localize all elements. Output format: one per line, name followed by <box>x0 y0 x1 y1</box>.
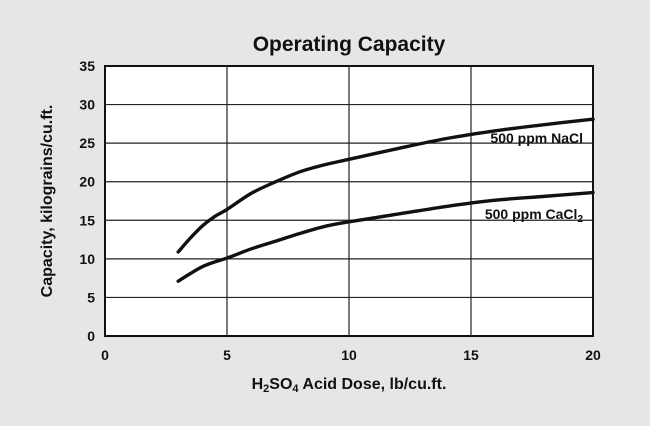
chart-title: Operating Capacity <box>253 33 446 56</box>
y-axis-label: Capacity, kilograins/cu.ft. <box>39 105 56 298</box>
x-axis-label: H2SO4 Acid Dose, lb/cu.ft. <box>252 376 447 395</box>
series-line-cacl2 <box>176 190 595 283</box>
y-tick-label: 10 <box>79 251 95 267</box>
y-tick-label: 30 <box>79 97 95 113</box>
y-tick-label: 20 <box>79 174 95 190</box>
x-axis-label-part: Acid Dose, lb/cu.ft. <box>299 376 447 393</box>
series-line-nacl <box>176 117 595 254</box>
series-label-text: 500 ppm NaCl <box>490 130 583 146</box>
x-axis-label-subscript: 2 <box>263 383 269 395</box>
x-tick-label: 10 <box>341 347 357 363</box>
x-tick-label: 5 <box>223 347 231 363</box>
series-label-cacl2: 500 ppm CaCl2 <box>485 206 584 225</box>
series-label-nacl: 500 ppm NaCl <box>490 130 583 146</box>
series-label-subscript: 2 <box>577 214 583 225</box>
x-tick-label: 20 <box>585 347 601 363</box>
x-axis-label-subscript: 4 <box>292 383 299 395</box>
tick-labels: 0 5 10 15 20 0 5 10 15 20 25 30 35 <box>79 58 601 363</box>
series-labels: 500 ppm NaCl 500 ppm CaCl2 <box>485 130 584 225</box>
y-tick-label: 5 <box>87 289 95 305</box>
x-axis-label-part: H <box>252 376 264 393</box>
y-tick-label: 35 <box>79 58 95 74</box>
x-axis-label-part: SO <box>269 376 292 393</box>
y-tick-label: 15 <box>79 212 95 228</box>
series-label-text: 500 ppm CaCl <box>485 206 578 222</box>
series-lines <box>176 117 595 283</box>
y-tick-label: 0 <box>87 328 95 344</box>
y-tick-label: 25 <box>79 135 95 151</box>
x-tick-label: 15 <box>463 347 479 363</box>
x-tick-label: 0 <box>101 347 109 363</box>
